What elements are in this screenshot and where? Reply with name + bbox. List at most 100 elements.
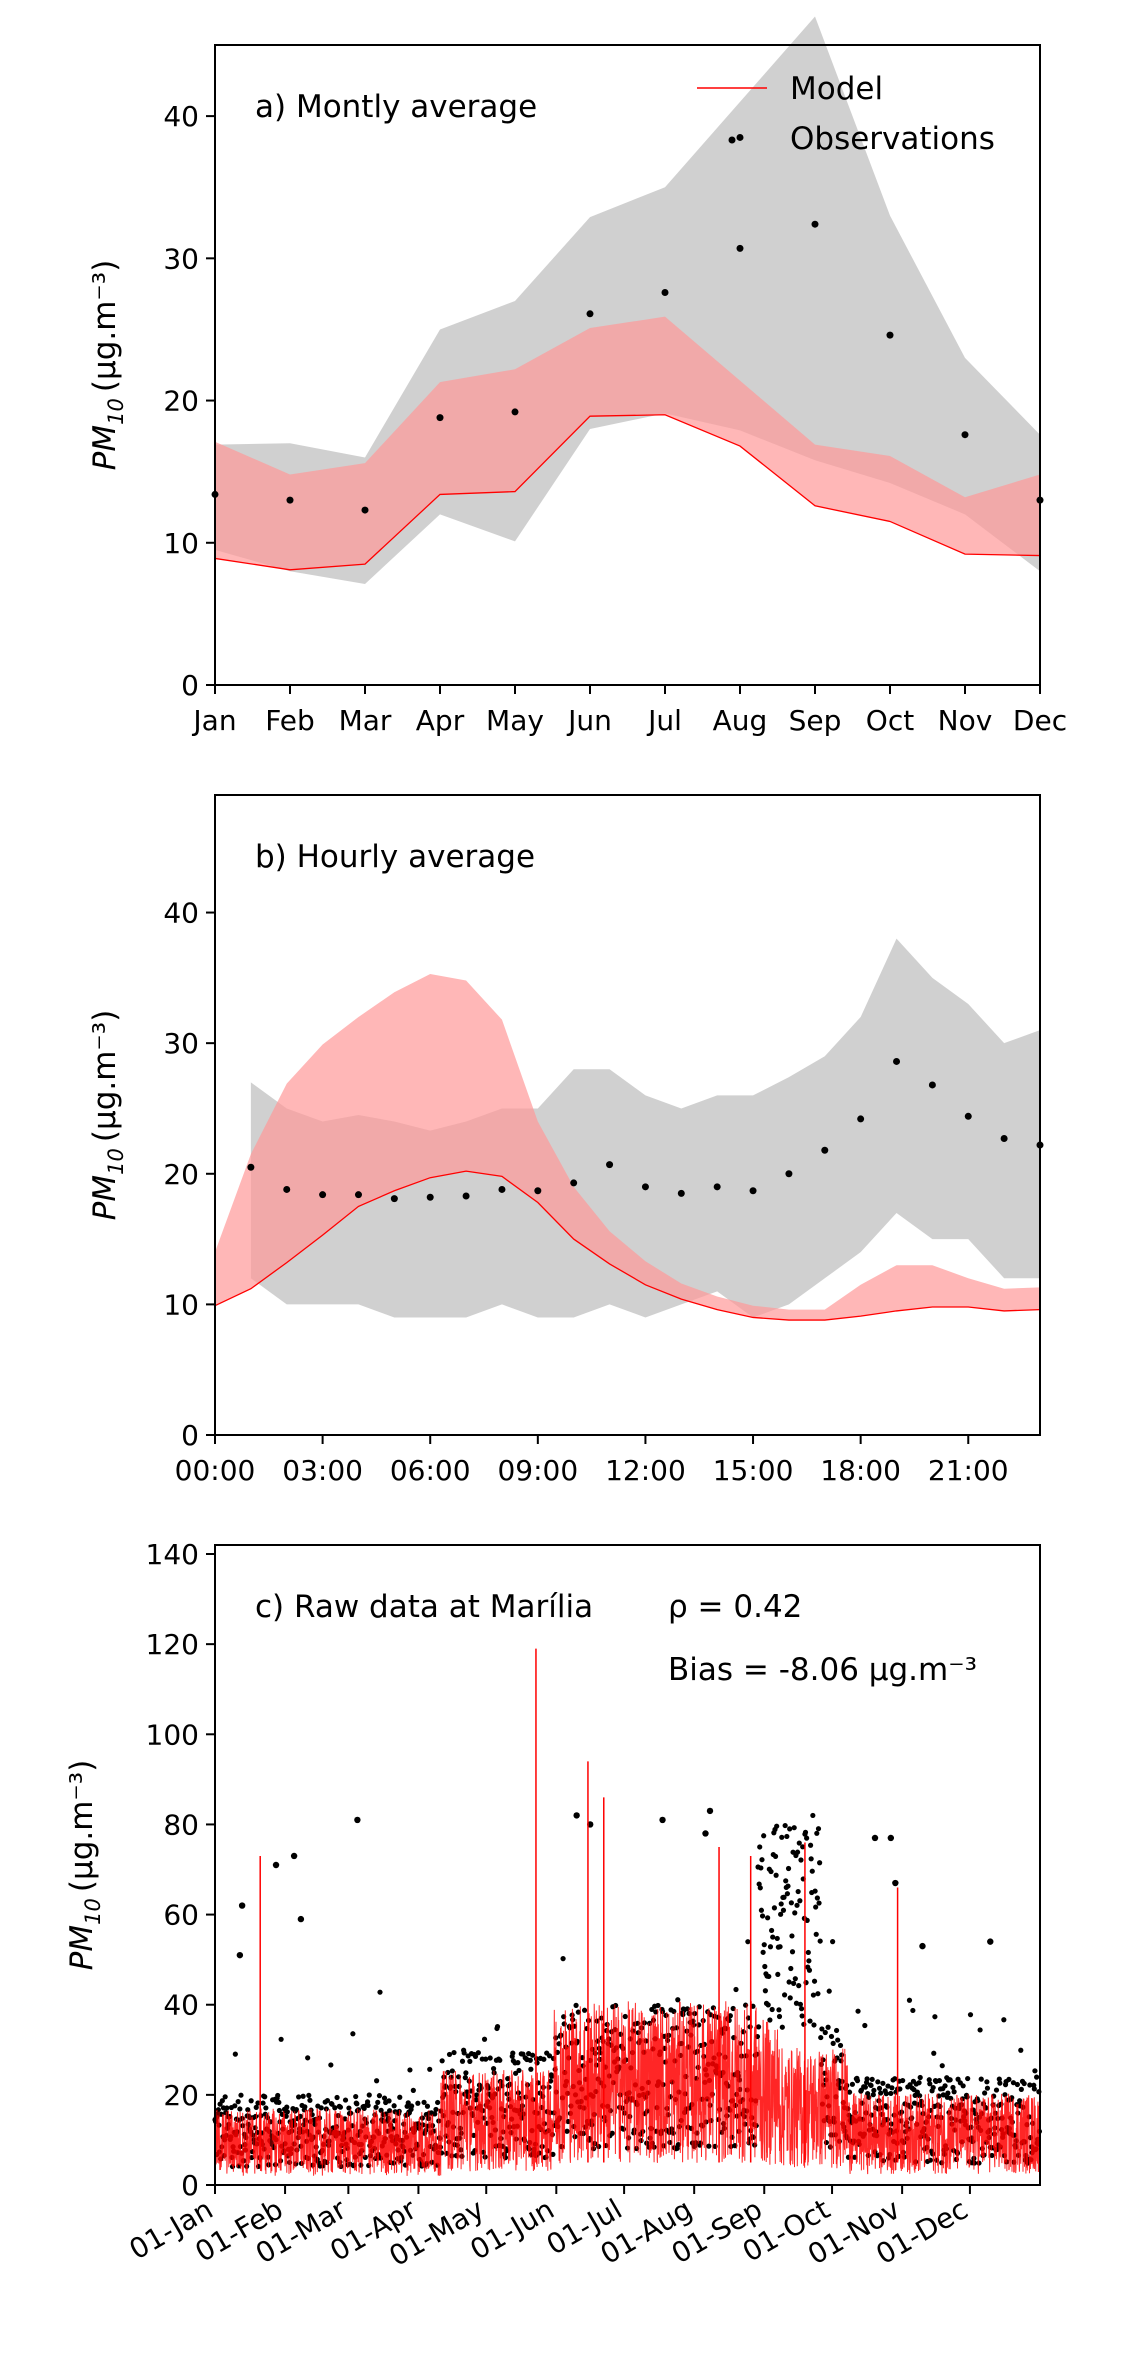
observation-point	[222, 2094, 228, 2100]
observation-point	[939, 2063, 945, 2069]
observation-point	[839, 2052, 845, 2058]
observation-point	[692, 2010, 698, 2017]
observation-point	[224, 2105, 230, 2111]
observation-point	[706, 2143, 712, 2149]
observation-point	[386, 2098, 392, 2104]
observation-point	[846, 2089, 853, 2095]
observation-point	[1010, 2080, 1017, 2086]
month-tick-label: Jul	[646, 704, 682, 737]
observation-point	[272, 1861, 280, 1869]
observation-point	[984, 2085, 991, 2091]
observation-point	[835, 2037, 841, 2043]
month-tick-label: Mar	[339, 704, 392, 737]
observation-point	[361, 506, 369, 514]
observation-point	[755, 2024, 762, 2030]
observation-point	[893, 1057, 901, 1065]
observation-point	[513, 2070, 519, 2076]
observation-point	[917, 2074, 923, 2081]
observation-point	[239, 2115, 245, 2122]
panel-c-y-tick-label: 140	[146, 1538, 199, 1571]
observation-point	[354, 1191, 362, 1199]
observation-point	[260, 2100, 266, 2106]
observation-point	[528, 2066, 534, 2072]
observation-point	[854, 2078, 861, 2084]
panel-c-y-tick-label: 100	[146, 1718, 199, 1751]
observation-point	[774, 1823, 780, 1829]
observation-point	[830, 1939, 836, 1945]
observation-point	[276, 2099, 282, 2106]
observation-point	[374, 2078, 380, 2084]
observation-point	[456, 2083, 462, 2090]
observation-point	[825, 2024, 831, 2030]
observation-point	[811, 2022, 817, 2028]
observation-point	[875, 2079, 881, 2085]
observation-point	[713, 1183, 721, 1191]
observation-point	[767, 2017, 773, 2023]
observation-point	[765, 2002, 771, 2008]
observation-point	[377, 1989, 383, 1995]
observation-point	[828, 2033, 835, 2040]
observation-point	[378, 2107, 384, 2113]
observation-point	[361, 2105, 367, 2112]
observation-point	[871, 1834, 879, 1842]
observation-point	[278, 2036, 284, 2042]
observation-point	[409, 2103, 415, 2109]
observation-point	[936, 2077, 943, 2084]
panel-a-y-tick-label: 20	[163, 385, 199, 418]
observation-point	[871, 2087, 877, 2093]
observation-point	[659, 1816, 666, 1824]
observation-point	[897, 2086, 903, 2092]
observation-point	[620, 2126, 627, 2132]
observation-point	[984, 2079, 990, 2085]
observation-point	[680, 2011, 686, 2018]
observation-point	[727, 2013, 733, 2019]
observation-point	[1000, 1135, 1008, 1143]
panel-c-title: c) Raw data at Marília	[255, 1589, 593, 1625]
observation-point	[807, 2018, 813, 2024]
observation-point	[462, 1192, 470, 1200]
observation-point	[1034, 2074, 1040, 2080]
panel-a-y-tick-label: 10	[163, 527, 199, 560]
hour-tick-label: 03:00	[282, 1454, 363, 1487]
observation-point	[302, 2104, 308, 2110]
observation-point	[459, 2058, 466, 2064]
panel-c-y-tick-label: 20	[163, 2079, 199, 2112]
panel-c-y-tick-label: 0	[181, 2169, 199, 2202]
observation-point	[780, 1907, 787, 1913]
panel-b-ylabel: PM10(μg.m⁻³)	[87, 1010, 128, 1221]
observation-point	[766, 1973, 772, 1980]
observation-point	[498, 1185, 506, 1193]
observation-point	[702, 1830, 709, 1837]
panel-c-y-tick-label: 120	[146, 1628, 199, 1661]
observation-point	[796, 1840, 802, 1846]
observation-point	[410, 2087, 416, 2093]
observation-point	[570, 1179, 578, 1187]
panel-c-y-tick-label: 40	[163, 1989, 199, 2022]
observation-point	[864, 2076, 870, 2082]
observation-point	[784, 1891, 791, 1897]
observation-point	[989, 2152, 995, 2159]
observation-point	[930, 2084, 936, 2091]
observation-point	[1027, 2082, 1033, 2088]
observation-point	[781, 1894, 787, 1900]
observation-point	[811, 1978, 818, 1984]
observation-point	[906, 1997, 913, 2003]
observation-point	[541, 2056, 547, 2062]
observation-point	[774, 1935, 780, 1942]
observation-point	[475, 2050, 481, 2056]
panel-c-y-tick-label: 60	[163, 1899, 199, 1932]
hour-tick-label: 18:00	[820, 1454, 901, 1487]
plot-frame	[214, 1544, 1041, 2186]
model-line	[214, 2001, 1041, 2176]
observation-point	[794, 1849, 801, 1855]
observation-point	[290, 1852, 298, 1860]
observation-point	[376, 2093, 383, 2099]
observation-point	[232, 2103, 238, 2109]
observation-point	[481, 2036, 488, 2042]
observation-point	[238, 1902, 246, 1909]
model-range-band	[215, 316, 1040, 570]
observation-point	[483, 2056, 489, 2062]
month-tick-label: Apr	[416, 704, 465, 737]
observation-point	[817, 1938, 823, 1944]
observation-point	[761, 1833, 767, 1839]
